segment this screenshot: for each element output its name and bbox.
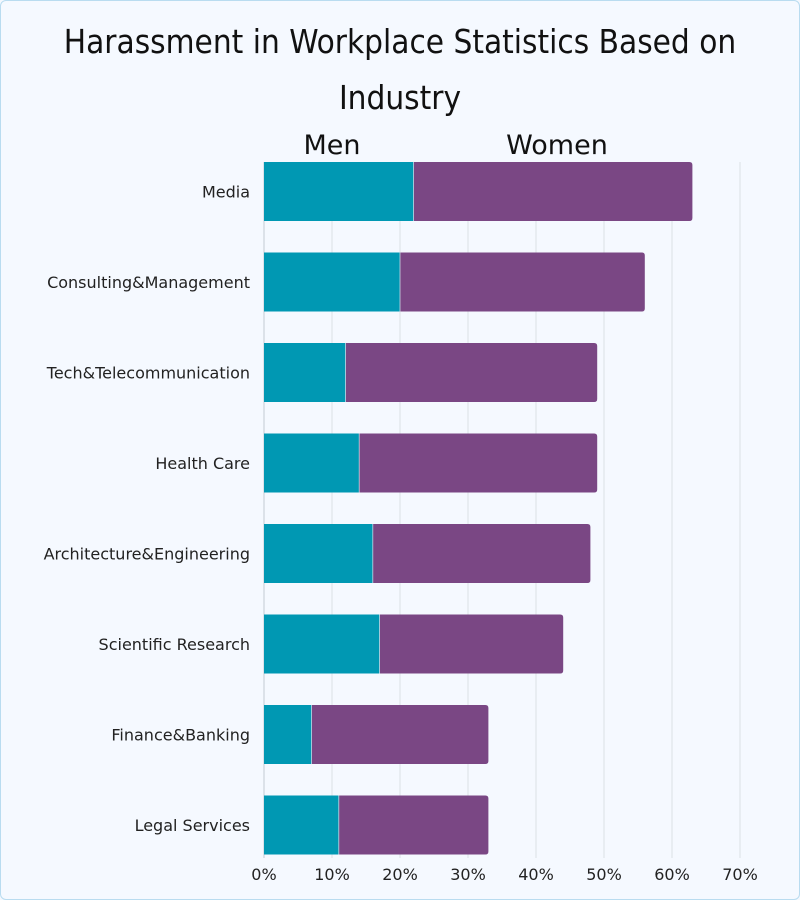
bar-women	[359, 433, 598, 493]
category-label: Health Care	[155, 454, 250, 473]
bar-men	[264, 343, 346, 402]
bar-men	[264, 614, 380, 674]
bar-men	[264, 795, 339, 855]
chart-title: Harassment in Workplace Statistics Based…	[63, 22, 737, 117]
x-tick-label: 50%	[586, 865, 622, 884]
bar-women	[372, 524, 591, 583]
category-label: Tech&Telecommunication	[46, 364, 250, 383]
bar-men	[264, 162, 414, 221]
bar-men	[264, 252, 400, 312]
bar-men	[264, 524, 373, 583]
x-tick-label: 20%	[382, 865, 418, 884]
bar-women	[311, 705, 489, 764]
category-label: Media	[202, 183, 250, 202]
bar-women	[413, 162, 693, 221]
x-tick-label: 10%	[314, 865, 350, 884]
x-tick-label: 70%	[722, 865, 758, 884]
x-tick-label: 0%	[251, 865, 276, 884]
legend-women: Women	[506, 130, 608, 161]
category-label: Finance&Banking	[111, 726, 250, 745]
x-tick-label: 30%	[450, 865, 486, 884]
bar-men	[264, 433, 360, 493]
x-tick-label: 40%	[518, 865, 554, 884]
bar-men	[264, 705, 312, 764]
category-label: Scientific Research	[99, 635, 250, 654]
bar-women	[345, 343, 598, 402]
category-label: Architecture&Engineering	[44, 545, 250, 564]
bar-women	[379, 614, 564, 674]
category-label: Legal Services	[135, 816, 250, 835]
bar-women	[400, 252, 645, 312]
x-tick-label: 60%	[654, 865, 690, 884]
legend-men: Men	[303, 130, 360, 161]
bar-women	[338, 795, 489, 855]
category-label: Consulting&Management	[47, 273, 250, 292]
